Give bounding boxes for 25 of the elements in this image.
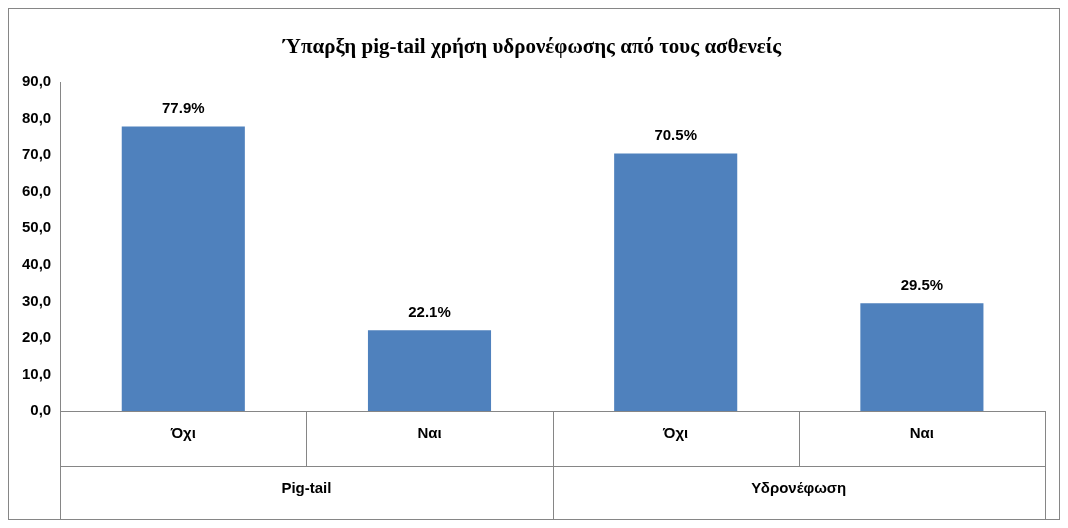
chart-title: Ύπαρξη pig-tail χρήση υδρονέφωσης από τους ασθενείς: [281, 34, 783, 59]
y-tick-label: 80,0: [21, 108, 52, 126]
y-tick-label: 20,0: [21, 328, 52, 346]
bar: [367, 330, 492, 411]
x-tick-label: Ναι: [417, 424, 442, 442]
data-label: 29.5%: [900, 275, 944, 293]
bar: [614, 153, 738, 411]
x-tick-label: Όχι: [169, 424, 196, 442]
y-tick-label: 10,0: [21, 364, 52, 382]
y-tick-label: 0,0: [30, 401, 52, 419]
bar: [860, 303, 984, 411]
text: Υδρονέφωση: [751, 479, 847, 497]
x-tick-label: Όχι: [662, 424, 689, 442]
y-tick-label: 30,0: [21, 291, 52, 309]
y-tick-label: 90,0: [21, 72, 52, 90]
y-tick-label: 40,0: [21, 255, 52, 273]
data-label: 77.9%: [162, 99, 205, 117]
x-tick-label: Ναι: [909, 424, 935, 442]
data-label: 22.1%: [408, 302, 451, 320]
bar: [121, 126, 245, 411]
data-label: 70.5%: [654, 126, 697, 144]
y-tick-label: 70,0: [21, 145, 52, 163]
text: Pig-tail: [281, 479, 332, 497]
y-tick-label: 60,0: [21, 181, 52, 199]
y-tick-label: 50,0: [21, 218, 52, 236]
